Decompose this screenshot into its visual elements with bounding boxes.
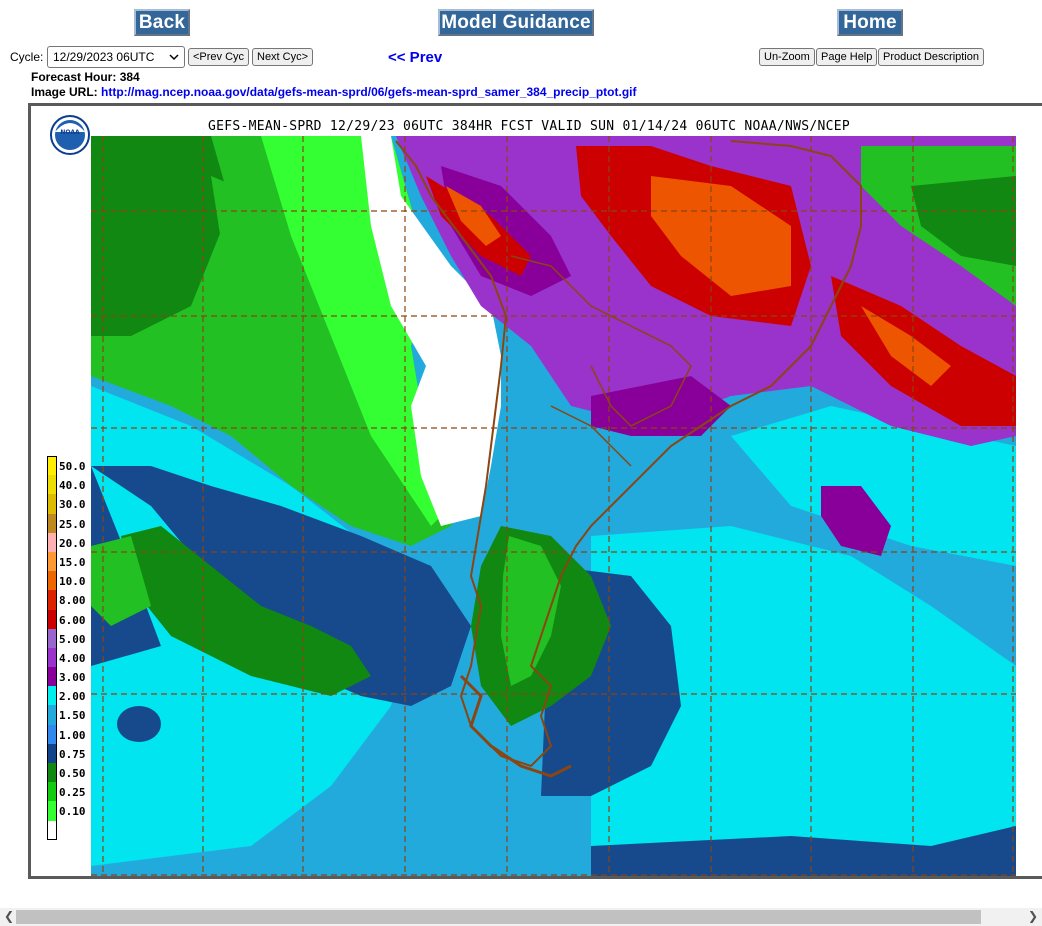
model-guidance-button[interactable]: Model Guidance [438,9,594,36]
legend-label: 0.10 [59,805,86,819]
scroll-left-icon[interactable]: ❮ [4,909,15,923]
cycle-select-value: 12/29/2023 06UTC [53,50,155,64]
legend-label: 0.75 [59,747,86,761]
legend-swatch [47,571,57,591]
legend-label: 5.00 [59,632,86,646]
forecast-hour-value: 384 [119,70,140,84]
legend-label: 3.00 [59,671,86,685]
legend-label: 2.00 [59,690,86,704]
legend-label: 40.0 [59,479,86,493]
image-url-link[interactable]: http://mag.ncep.noaa.gov/data/gefs-mean-… [101,85,637,99]
legend-swatch [47,475,57,495]
legend-swatch [47,628,57,648]
legend-label: 10.0 [59,575,86,589]
legend-swatch [47,801,57,821]
scroll-thumb[interactable] [16,910,981,924]
legend-label: 15.0 [59,555,86,569]
cycle-label: Cycle: [10,50,44,64]
legend-swatch [47,532,57,552]
chevron-down-icon [169,53,179,60]
legend-label: 6.00 [59,613,86,627]
prev-link[interactable]: << Prev [388,49,443,66]
noaa-logo-text: NOAA [60,129,80,136]
page-help-button[interactable]: Page Help [816,48,878,66]
next-cycle-button[interactable]: Next Cyc> [252,48,314,66]
legend-label: 25.0 [59,517,86,531]
home-button[interactable]: Home [837,9,903,36]
legend-swatch [47,609,57,629]
forecast-hour: Forecast Hour: 384 [31,70,140,84]
legend-swatch [47,647,57,668]
forecast-map[interactable]: NOAA GEFS-MEAN-SPRD 12/29/23 06UTC 384HR… [28,103,1042,879]
legend-swatch [47,590,57,610]
legend-label: 4.00 [59,651,86,665]
legend-label: 50.0 [59,460,86,473]
legend-swatch [47,782,57,802]
image-url-label: Image URL: [31,85,98,99]
legend-swatch [47,686,57,706]
map-title: GEFS-MEAN-SPRD 12/29/23 06UTC 384HR FCST… [208,119,851,134]
product-description-button[interactable]: Product Description [878,48,984,66]
legend-swatch [47,820,57,840]
unzoom-button[interactable]: Un-Zoom [759,48,815,66]
precip-map-image[interactable]: NOAA [31,106,1042,876]
legend-swatch [47,743,57,763]
image-url: Image URL: http://mag.ncep.noaa.gov/data… [31,85,637,99]
legend-swatch [47,551,57,572]
legend-label: 0.25 [59,786,86,800]
horizontal-scrollbar[interactable]: ❮ ❯ [0,908,1042,926]
legend-label: 1.50 [59,709,86,723]
scroll-right-icon[interactable]: ❯ [1027,909,1038,923]
legend-swatch [47,667,57,687]
legend-swatch [47,763,57,783]
legend-label: 20.0 [59,536,86,550]
legend-label: 8.00 [59,594,86,608]
prev-cycle-button[interactable]: <Prev Cyc [188,48,250,66]
back-button[interactable]: Back [134,9,190,36]
legend-swatch [47,513,57,533]
forecast-hour-label: Forecast Hour: [31,70,117,84]
legend-swatch [47,724,57,744]
cycle-select[interactable]: 12/29/2023 06UTC [47,46,185,68]
legend-label: 30.0 [59,498,86,512]
legend-swatch [47,456,57,476]
legend-label: 0.50 [59,767,86,780]
legend-swatch [47,494,57,514]
noaa-logo: NOAA [50,115,90,155]
legend-label: 1.00 [59,728,86,742]
legend-swatch [47,705,57,725]
